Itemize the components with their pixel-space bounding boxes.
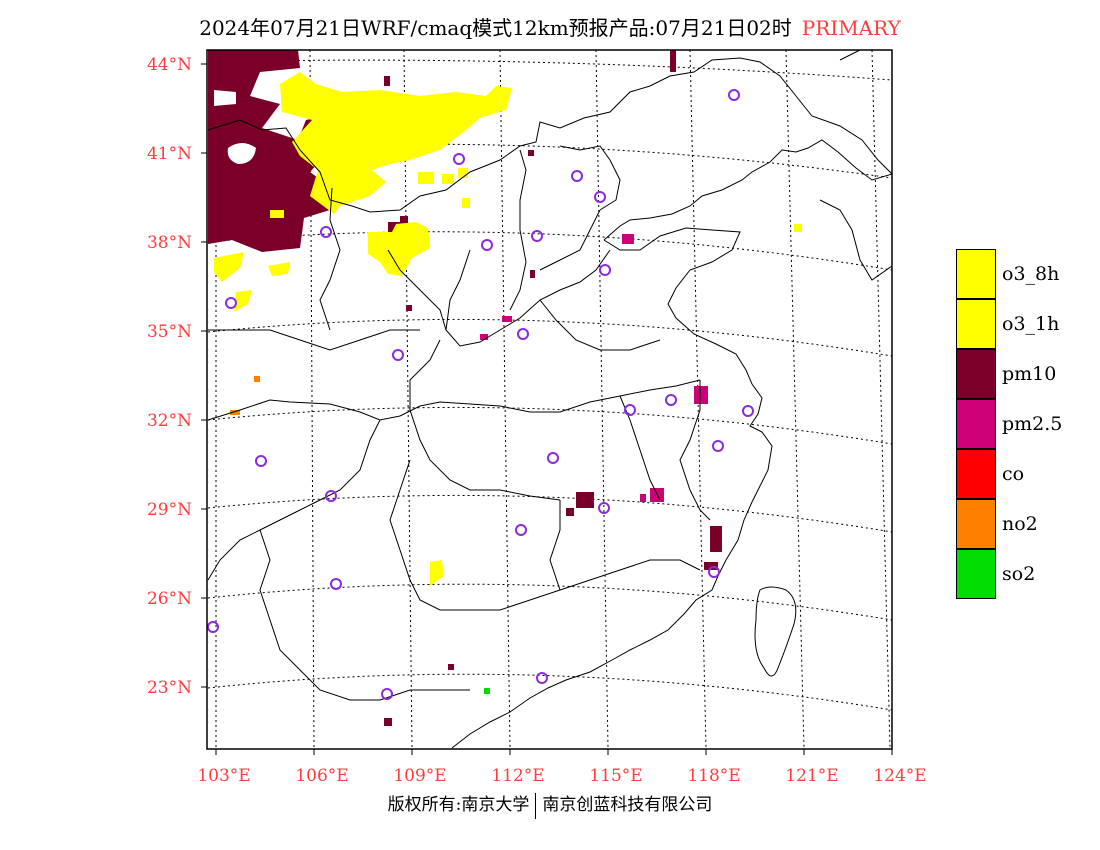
legend-swatch (956, 549, 996, 599)
station-marker (255, 455, 267, 467)
copyright-owner: 版权所有:南京大学 (387, 795, 530, 815)
station-marker (571, 170, 583, 182)
lon-label: 115°E (589, 766, 642, 786)
legend-swatch (956, 249, 996, 299)
station-markers (207, 89, 754, 700)
lat-label: 23°N (147, 678, 192, 698)
station-marker (515, 524, 527, 536)
station-marker (665, 394, 677, 406)
pollutant-so2-area (484, 688, 490, 694)
lon-label: 106°E (295, 766, 348, 786)
station-marker (598, 502, 610, 514)
station-marker (481, 239, 493, 251)
lat-label: 29°N (147, 500, 192, 520)
station-marker (225, 297, 237, 309)
station-marker (381, 688, 393, 700)
legend-label: o3_8h (1002, 263, 1060, 285)
station-marker (728, 89, 740, 101)
legend-swatch (956, 449, 996, 499)
station-marker (531, 230, 543, 242)
graticule (207, 49, 893, 749)
pollutant-holes (214, 90, 256, 164)
station-marker (624, 404, 636, 416)
station-marker (599, 264, 611, 276)
legend-label: pm2.5 (1002, 413, 1063, 435)
legend-label: pm10 (1002, 363, 1057, 385)
station-marker (536, 672, 548, 684)
lon-label: 118°E (687, 766, 740, 786)
lat-label: 32°N (147, 411, 192, 431)
station-marker (320, 226, 332, 238)
pollutant-no2-area (230, 376, 260, 415)
lat-label: 44°N (147, 55, 192, 75)
station-marker (392, 349, 404, 361)
map-title: 2024年07月21日WRF/cmaq模式12km预报产品:07月21日02时 P… (0, 12, 1100, 41)
station-marker (207, 621, 219, 633)
station-marker (453, 153, 465, 165)
title-primary-tag: PRIMARY (801, 16, 901, 40)
station-marker (708, 566, 720, 578)
copyright-footer: 版权所有:南京大学 南京创蓝科技有限公司 (0, 790, 1100, 819)
lat-label: 41°N (147, 144, 192, 164)
station-marker (594, 191, 606, 203)
tick-marks (201, 63, 893, 755)
station-marker (325, 490, 337, 502)
map-frame (206, 49, 893, 750)
lon-label: 109°E (393, 766, 446, 786)
title-text: 2024年07月21日WRF/cmaq模式12km预报产品:07月21日02时 (199, 16, 792, 40)
lat-label: 38°N (147, 233, 192, 253)
lon-label: 103°E (197, 766, 250, 786)
copyright-company: 南京创蓝科技有限公司 (542, 795, 713, 815)
footer-divider (535, 792, 537, 819)
legend-label: co (1002, 463, 1025, 485)
station-marker (517, 328, 529, 340)
legend-swatch (956, 349, 996, 399)
legend-label: no2 (1002, 513, 1038, 535)
legend-label: so2 (1002, 563, 1036, 585)
legend-swatch (956, 299, 996, 349)
station-marker (330, 578, 342, 590)
pollutant-pm25-area (480, 234, 708, 502)
legend-swatch (956, 499, 996, 549)
station-marker (547, 452, 559, 464)
legend-label: o3_1h (1002, 313, 1060, 335)
lat-label: 26°N (147, 589, 192, 609)
legend-swatch (956, 399, 996, 449)
lat-label: 35°N (147, 322, 192, 342)
station-marker (712, 440, 724, 452)
latitude-labels: 44°N 41°N 38°N 35°N 32°N 29°N 26°N 23°N (147, 55, 192, 698)
station-marker (742, 405, 754, 417)
lon-label: 112°E (491, 766, 544, 786)
longitude-labels: 103°E 106°E 109°E 112°E 115°E 118°E 121°… (197, 766, 926, 786)
lon-label: 124°E (873, 766, 926, 786)
lon-label: 121°E (785, 766, 838, 786)
province-borders (207, 49, 893, 749)
pollutant-pm10-area (208, 50, 722, 726)
pollutant-o3-area (214, 72, 802, 586)
